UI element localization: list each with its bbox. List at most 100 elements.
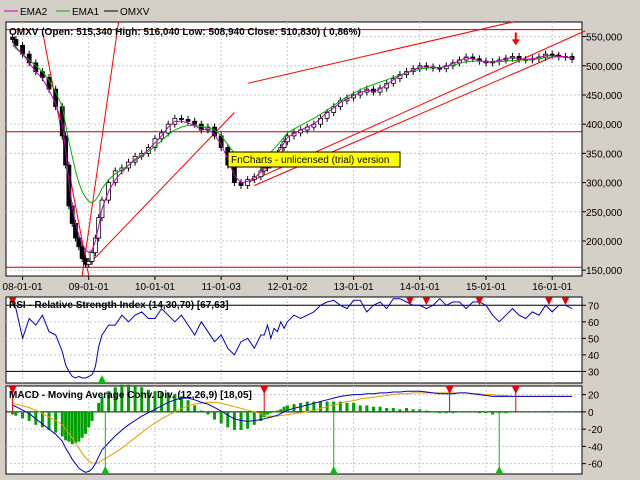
macd-hist-bar <box>305 401 309 412</box>
macd-hist-bar <box>193 405 197 412</box>
macd-sell-marker <box>8 386 17 394</box>
rsi-markers <box>8 297 570 383</box>
macd-hist-bar <box>471 411 475 413</box>
rsi-tick-label: 70 <box>588 301 600 312</box>
price-header: OMXV (Open: 515,340 High: 516,040 Low: 5… <box>9 27 361 38</box>
date-tick-label: 10-01-01 <box>135 282 175 293</box>
rsi-line <box>12 297 573 379</box>
watermark-box <box>227 151 401 168</box>
candle-body <box>284 135 290 143</box>
legend: EMA2 EMA1 OMXV <box>4 7 150 18</box>
macd-tick-label: -60 <box>588 460 603 471</box>
price-tick-label: 450,000 <box>586 91 623 102</box>
candle-body <box>73 223 78 239</box>
candle-body <box>10 36 16 40</box>
macd-hist-bar <box>173 393 177 412</box>
macd-tick-label: -20 <box>588 425 603 436</box>
macd-hist-bar <box>385 408 389 412</box>
macd-hist-bar <box>67 411 71 442</box>
candle-body <box>245 179 251 186</box>
macd-hist-bar <box>391 408 395 412</box>
macd-hist-bar <box>371 406 375 412</box>
macd-hist-bar <box>21 411 25 419</box>
macd-hist-bar <box>345 402 349 412</box>
macd-hist-bar <box>80 411 84 438</box>
macd-sell-marker <box>445 386 454 394</box>
macd-hist-bar <box>126 384 130 412</box>
macd-hist-bar <box>544 411 548 413</box>
macd-hist-bar <box>113 387 117 412</box>
macd-hist-bar <box>477 411 481 414</box>
macd-hist-bar <box>272 411 276 413</box>
macd-hist-bar <box>332 401 336 412</box>
date-tick-label: 16-01-01 <box>532 282 572 293</box>
macd-hist-bar <box>570 411 574 413</box>
date-ticks: 08-01-01 09-01-01 10-01-01 11-01-03 12-01-02… <box>3 276 573 293</box>
rsi-header: RSI - Relative Strength Index (14,30,70)… <box>9 300 229 311</box>
macd-hist-bar <box>338 401 342 412</box>
macd-hist-bar <box>418 409 422 412</box>
macd-hist-bar <box>77 411 81 442</box>
price-tick-label: 400,000 <box>586 120 623 131</box>
candle-body <box>79 246 85 259</box>
price-tick-label: 550,000 <box>586 33 623 44</box>
macd-hist-bar <box>275 410 279 412</box>
macd-buy-marker <box>329 466 338 474</box>
rsi-sell-marker <box>544 297 553 305</box>
candle-body <box>53 88 59 108</box>
rsi-tick-label: 30 <box>588 367 600 378</box>
macd-buy-marker <box>495 466 504 474</box>
macd-hist-bar <box>199 410 203 412</box>
macd-hist-bar <box>352 402 356 412</box>
rsi-sell-marker <box>8 297 17 305</box>
candle-body <box>13 39 19 46</box>
macd-ticks: 20 0 -20 -40 -60 <box>582 391 603 471</box>
macd-hist-bar <box>279 409 283 412</box>
date-tick-label: 11-01-03 <box>202 282 242 293</box>
rsi-sell-marker <box>405 297 414 305</box>
macd-hist-bar <box>252 411 256 425</box>
macd-tick-label: 20 <box>588 391 600 402</box>
price-arrows <box>511 32 520 46</box>
candle-body <box>192 120 198 125</box>
macd-hist-bar <box>358 405 362 412</box>
macd-hist-bar <box>14 411 18 416</box>
date-tick-label: 15-01-01 <box>466 282 506 293</box>
macd-hist-bar <box>557 411 561 413</box>
candle-body <box>232 164 237 183</box>
macd-hist-bar <box>259 411 263 421</box>
price-tick-label: 150,000 <box>586 266 623 277</box>
macd-hist-bar <box>54 411 58 433</box>
watermark-text: FnCharts - unlicensed (trial) version <box>231 155 389 166</box>
macd-hist-bar <box>179 396 183 412</box>
macd-hist-bar <box>398 409 402 412</box>
candle-body <box>185 119 191 122</box>
macd-hist-bar <box>451 411 455 414</box>
trendline <box>247 21 513 84</box>
macd-hist-bar <box>530 411 534 413</box>
macd-hist-bar <box>444 411 448 414</box>
macd-hist-bar <box>64 411 68 441</box>
macd-hist-bar <box>262 411 266 418</box>
macd-hist-bar <box>74 411 78 443</box>
macd-hist-bar <box>83 411 87 434</box>
rsi-panel[interactable] <box>5 296 583 384</box>
macd-hist-bar <box>133 386 137 412</box>
macd-hist-bar <box>219 411 223 424</box>
macd-hist-bar <box>563 411 567 413</box>
rsi-ticks: 70 60 50 40 30 <box>582 301 600 378</box>
macd-tick-label: 0 <box>588 408 594 419</box>
price-ticks: 550,000 500,000 450,000 400,000 350,000 300,0… <box>582 33 623 277</box>
macd-hist-bar <box>378 406 382 412</box>
ema1-line <box>12 45 573 204</box>
price-panel[interactable] <box>5 21 583 277</box>
macd-hist-bar <box>312 401 316 412</box>
rsi-sell-marker <box>422 297 431 305</box>
macd-hist-bar <box>269 411 273 414</box>
macd-hist-bar <box>47 411 51 430</box>
arrow-down-head <box>511 39 520 46</box>
macd-hist-bar <box>120 384 124 412</box>
macd-hist-bar <box>318 401 322 412</box>
legend-ema1-label: EMA1 <box>72 7 100 18</box>
